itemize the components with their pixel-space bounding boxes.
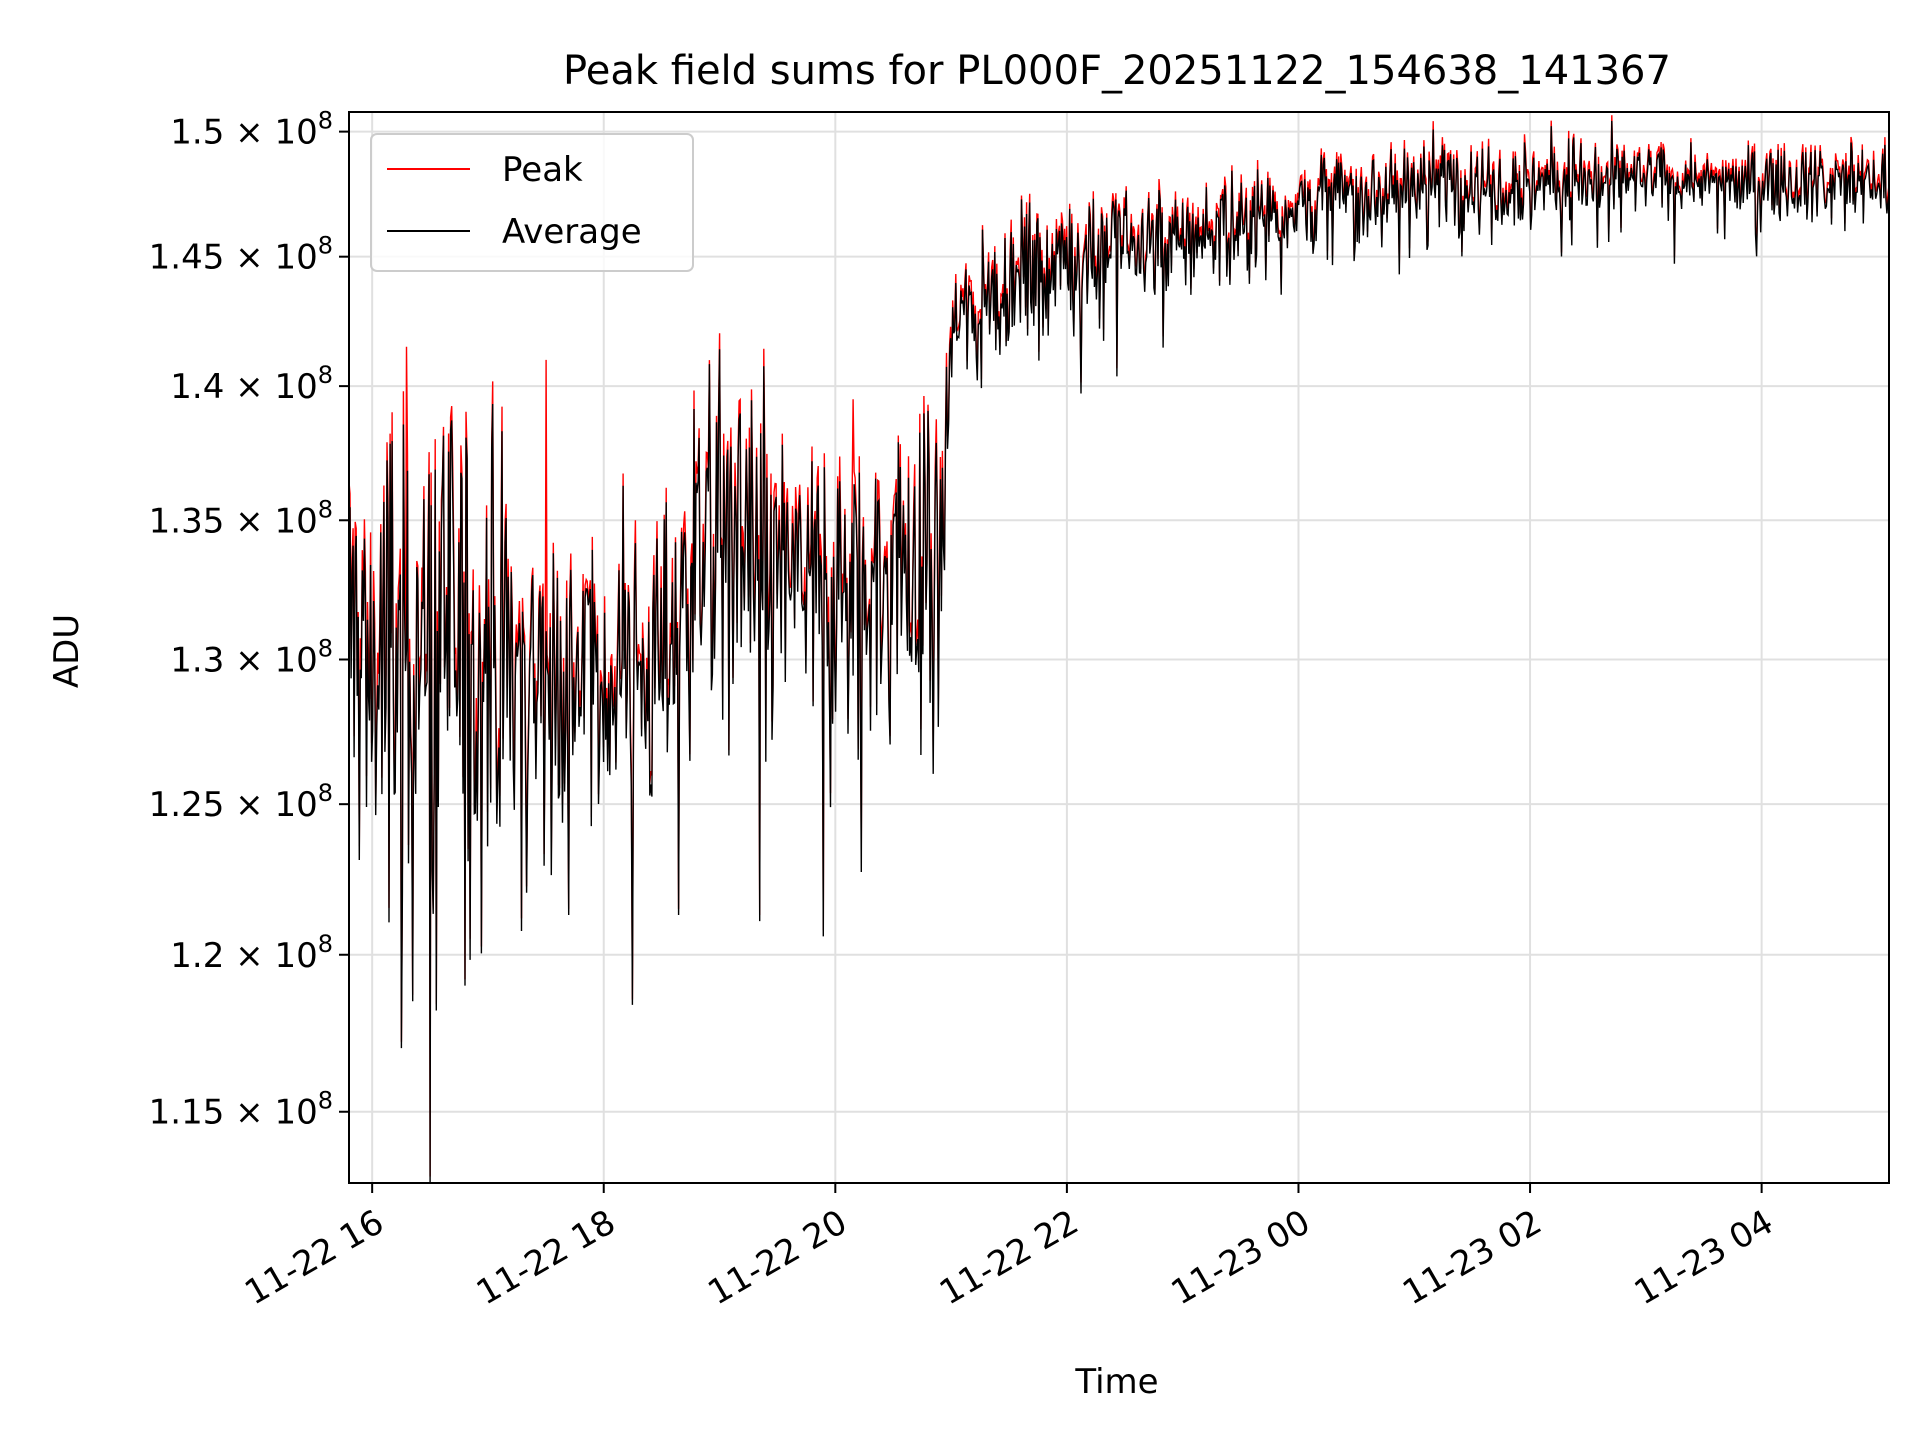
legend-label-peak: Peak xyxy=(502,150,583,190)
x-axis-label: Time xyxy=(1074,1362,1158,1402)
chart-title: Peak field sums for PL000F_20251122_1546… xyxy=(563,48,1671,94)
legend-label-average: Average xyxy=(502,212,642,252)
axes-frame xyxy=(348,111,1890,1184)
y-tick-label: 1.15 × 108 xyxy=(149,1087,333,1133)
y-tick-label: 1.4 × 108 xyxy=(170,361,333,407)
y-tick-label: 1.35 × 108 xyxy=(149,495,333,541)
y-tick-label: 1.2 × 108 xyxy=(170,930,333,976)
legend: Peak Average xyxy=(370,133,694,272)
y-tick-label: 1.3 × 108 xyxy=(170,634,333,680)
y-tick-label: 1.45 × 108 xyxy=(149,232,333,278)
series-average-line xyxy=(349,120,1889,1183)
y-axis-label: ADU xyxy=(47,614,87,688)
series-layer xyxy=(349,115,1889,1183)
y-tick-label: 1.25 × 108 xyxy=(149,779,333,825)
y-tick-label: 1.5 × 108 xyxy=(170,107,333,153)
y-axis: 1.15 × 108 1.2 × 108 1.25 × 108 1.3 × 108 1.… xyxy=(149,107,349,1133)
